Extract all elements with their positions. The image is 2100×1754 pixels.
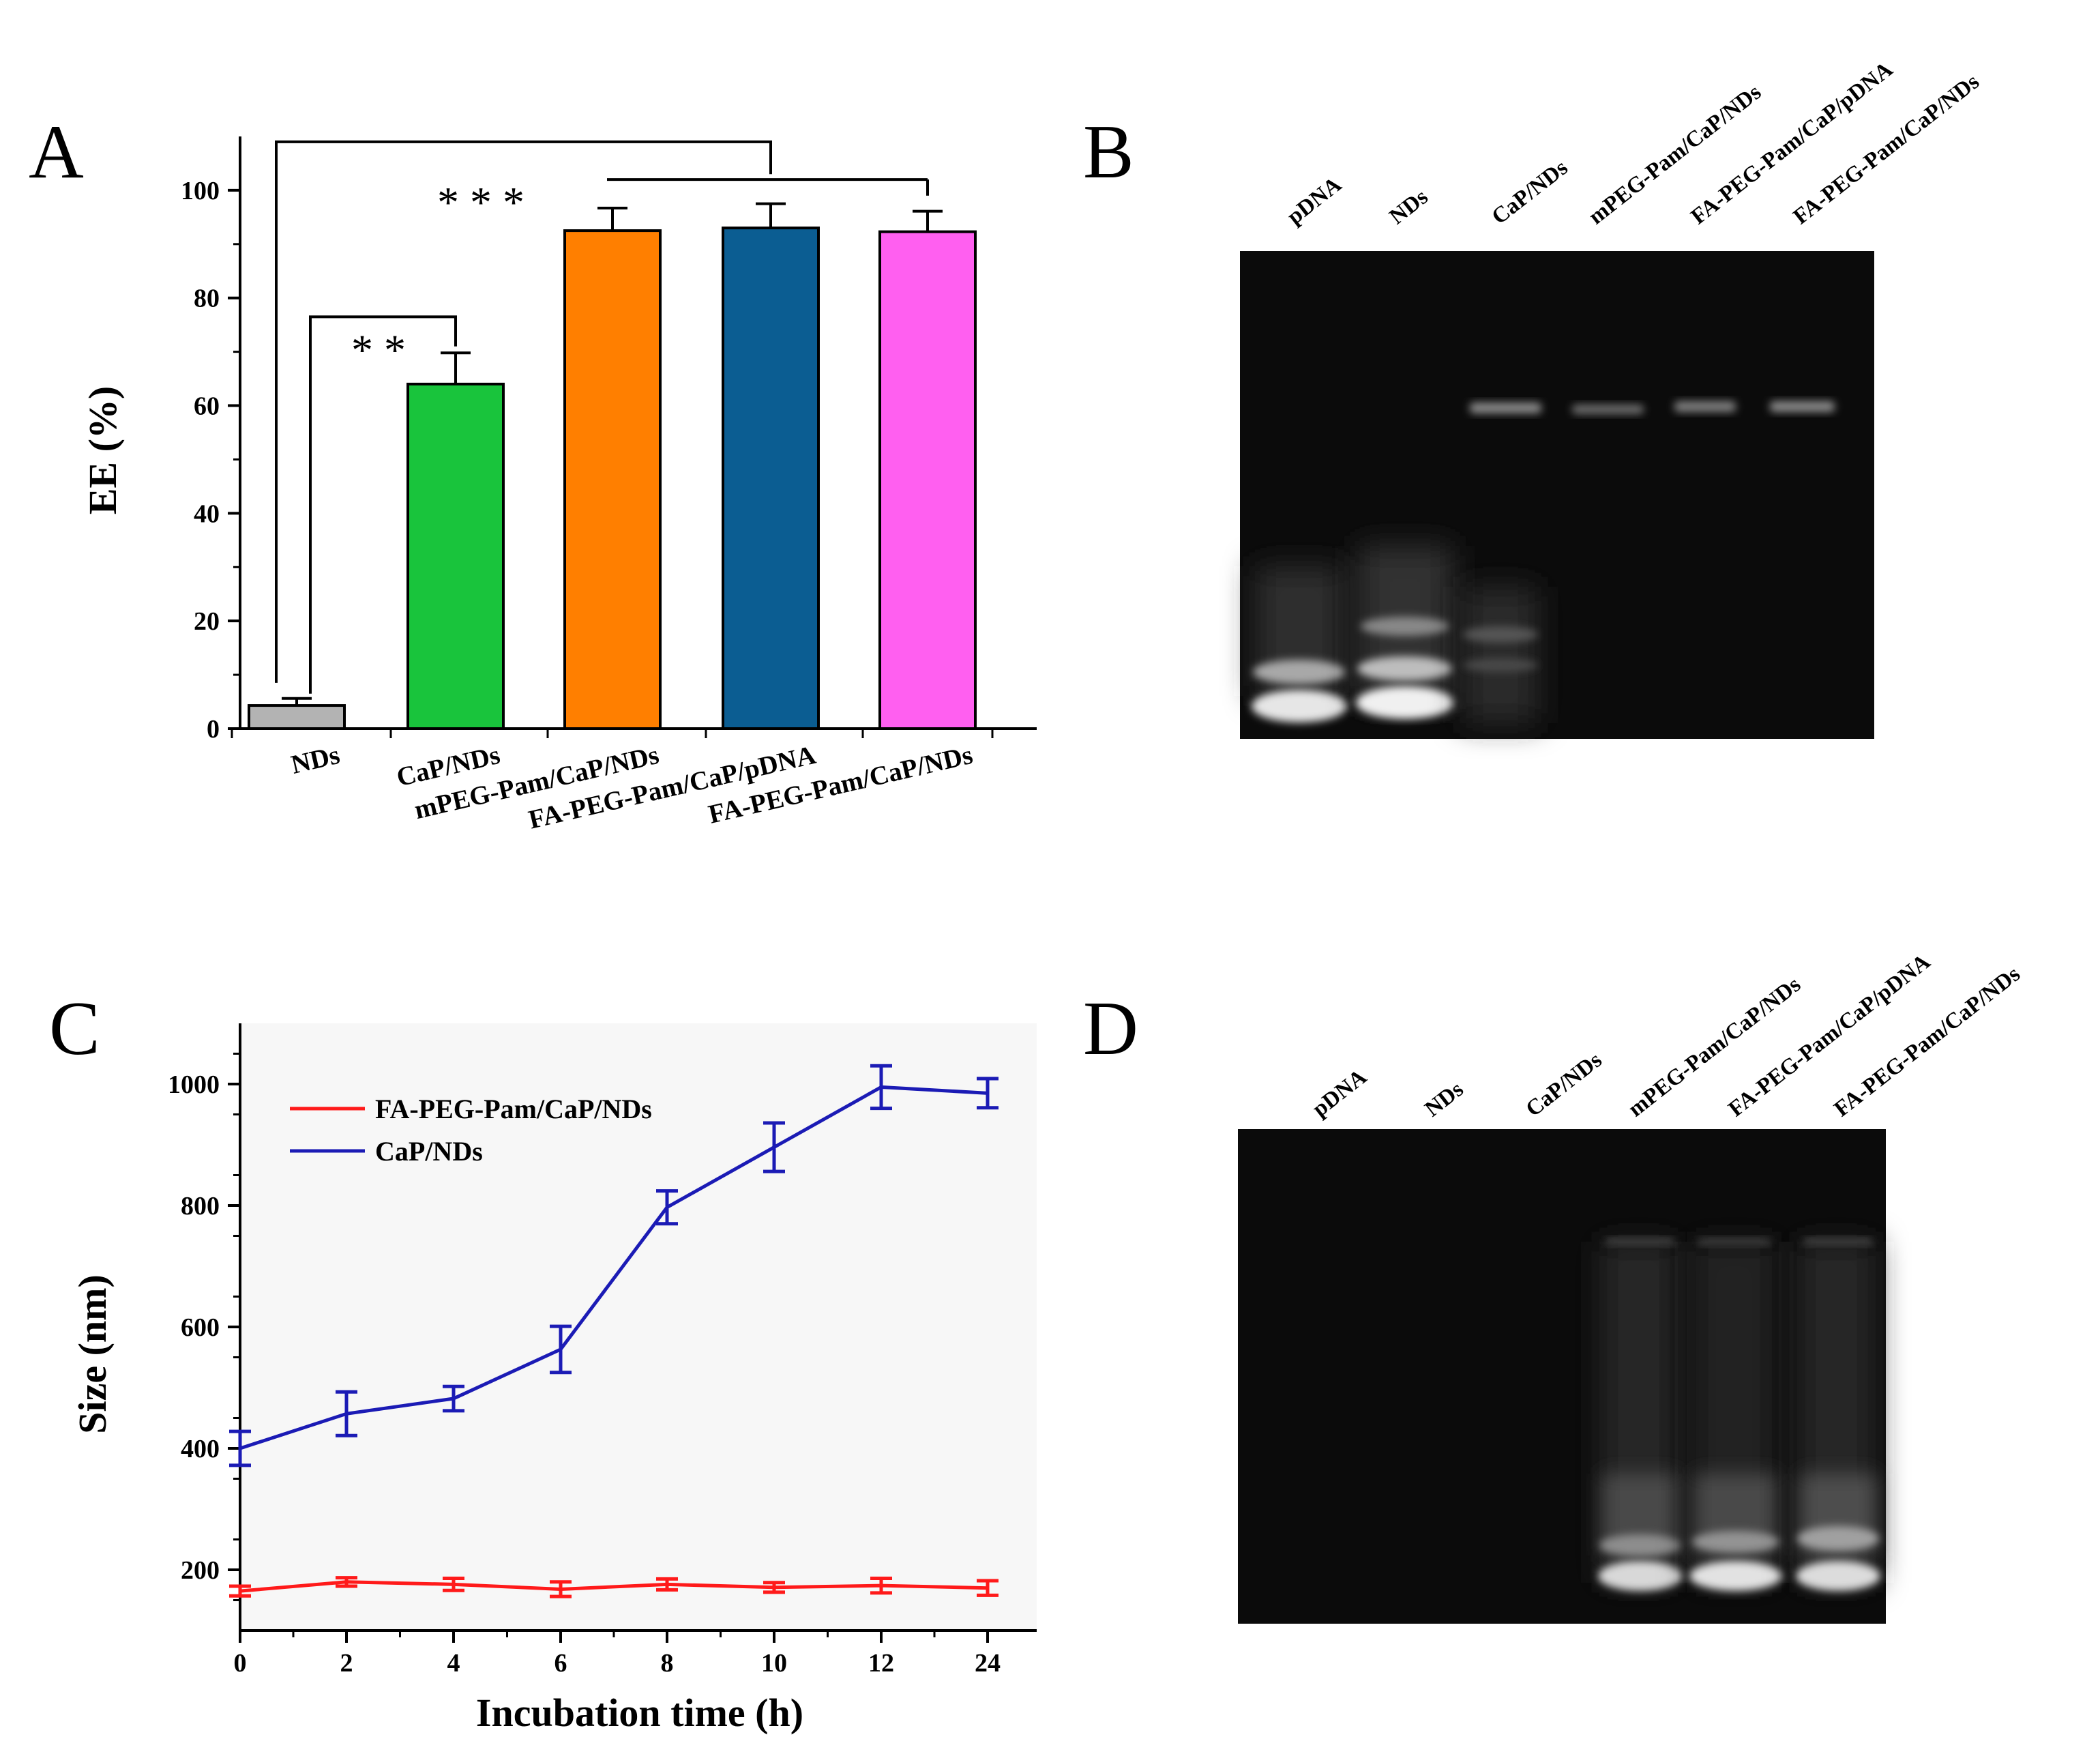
panel-c-legend: FA-PEG-Pam/CaP/NDs CaP/NDs: [290, 1094, 652, 1167]
legend-label: FA-PEG-Pam/CaP/NDs: [375, 1094, 652, 1124]
panel-a-bar-chart: A 0 20 40 60 80 100 * * * * * NDs CaP/NDsmPEG-P…: [29, 110, 1037, 835]
gel-d-lane-label: FA-PEG-Pam/CaP/NDs: [1830, 962, 2025, 1122]
significance-label: * * *: [437, 178, 524, 226]
panel-c-x-tick-label: 2: [340, 1649, 353, 1678]
gel-d-band: [1796, 1561, 1880, 1591]
gel-b-band: [1770, 401, 1835, 412]
panel-a-y-tick-label: 40: [194, 499, 220, 528]
significance-bracket: [309, 315, 457, 694]
gel-d-band: [1698, 1238, 1770, 1245]
significance-bracket: [275, 140, 772, 683]
gel-b-band: [1356, 686, 1454, 719]
gel-b-band: [1463, 626, 1538, 643]
gel-b-lane-label: NDs: [1385, 185, 1433, 230]
panel-c-y-axis-title: Size (nm): [70, 1274, 115, 1434]
gel-d-lane-labels: pDNA NDs CaP/NDs mPEG-Pam/CaP/NDsFA-PEG-Pam…: [1308, 950, 2025, 1122]
series-line: [239, 1580, 988, 1593]
gel-d-lane-label: CaP/NDs: [1522, 1048, 1607, 1122]
gel-b-band: [1361, 617, 1449, 636]
gel-b-band: [1357, 656, 1453, 681]
panel-c-x-tick-label: 12: [868, 1649, 894, 1678]
panel-c-x-tick-label: 8: [661, 1649, 674, 1678]
series-line: [239, 1085, 988, 1450]
bar: [722, 226, 820, 730]
panel-c-y-tick-label: 1000: [168, 1070, 220, 1099]
panel-c-x-tick-label: 24: [975, 1649, 1001, 1678]
gel-b-band: [1674, 401, 1736, 412]
bar: [563, 229, 662, 731]
gel-b-lane-label: pDNA: [1283, 173, 1346, 230]
gel-b-band: [1253, 660, 1346, 684]
panel-d-letter: D: [1083, 986, 1138, 1071]
panel-c-x-tick-label: 4: [447, 1649, 460, 1678]
panel-c-letter: C: [49, 986, 100, 1071]
panel-c-y-tick-label: 200: [181, 1556, 220, 1585]
panel-c-x-tick-label: 10: [761, 1649, 787, 1678]
bar: [406, 382, 505, 730]
gel-d-band: [1598, 1561, 1683, 1591]
gel-b-bands: [1252, 401, 1835, 723]
gel-b-band: [1463, 587, 1538, 723]
panel-a-y-tick-label: 60: [194, 392, 220, 421]
gel-d-band: [1689, 1561, 1782, 1591]
gel-d-band: [1606, 1238, 1674, 1245]
panel-a-category-labels: NDs CaP/NDsmPEG-Pam/CaP/NDsFA-PEG-Pam/CaP…: [289, 740, 975, 835]
panel-c-y-tick-label: 800: [181, 1192, 220, 1221]
panel-c-x-tick-label: 6: [554, 1649, 567, 1678]
panel-d-gel: D pDNA NDs CaP/NDs mPEG-Pam/CaP/NDsFA-PEG-P…: [1083, 950, 2025, 1624]
panel-a-y-tick-label: 80: [194, 284, 220, 313]
panel-a-y-axis-title: EE (%): [80, 386, 125, 515]
gel-d-band: [1797, 1526, 1879, 1551]
significance-label: * *: [351, 325, 406, 374]
gel-b-lane-label: FA-PEG-Pam/CaP/pDNA: [1687, 57, 1897, 230]
panel-a-significance: * * * * *: [275, 140, 929, 694]
gel-d-lane-label: mPEG-Pam/CaP/NDs: [1624, 972, 1805, 1122]
gel-b-lane-label: FA-PEG-Pam/CaP/NDs: [1789, 70, 1984, 230]
gel-d-band: [1599, 1534, 1681, 1556]
panel-c-y-tick-label: 600: [181, 1313, 220, 1342]
panel-b-letter: B: [1083, 110, 1134, 194]
panel-a-y-tick-label: 20: [194, 607, 220, 636]
panel-c-y-tick-label: 400: [181, 1435, 220, 1463]
panel-a-y-tick-label: 0: [207, 715, 220, 744]
panel-a-y-tick-label: 100: [181, 177, 220, 205]
panel-a-letter: A: [29, 110, 84, 194]
bar: [878, 230, 977, 731]
panel-b-gel: B pDNA NDs CaP/NDs mPEG-Pam/CaP/NDsFA-PEG-P…: [1083, 57, 1984, 739]
gel-b-band: [1572, 405, 1644, 414]
gel-b-band: [1470, 403, 1541, 413]
gel-d-lane-label: pDNA: [1308, 1065, 1372, 1122]
bar: [248, 704, 346, 730]
gel-b-band: [1252, 690, 1347, 722]
panel-a-bars: [248, 202, 977, 731]
legend-label: CaP/NDs: [375, 1136, 483, 1167]
gel-d-image: [1238, 1129, 1886, 1624]
gel-b-lane-label: CaP/NDs: [1488, 156, 1573, 230]
panel-c-plot-background: [240, 1023, 1037, 1631]
gel-d-band: [1692, 1531, 1779, 1553]
gel-b-lane-label: mPEG-Pam/CaP/NDs: [1584, 80, 1766, 229]
panel-c-series: [229, 1064, 999, 1598]
panel-a-axes: 0 20 40 60 80 100: [181, 136, 1037, 744]
gel-d-band: [1804, 1238, 1872, 1245]
category-label: NDs: [289, 740, 342, 780]
gel-d-bands: [1598, 1238, 1880, 1591]
panel-c-x-axis-title: Incubation time (h): [476, 1691, 803, 1735]
gel-d-lane-label: NDs: [1421, 1077, 1468, 1122]
panel-c-x-tick-label: 0: [234, 1649, 247, 1678]
gel-d-lane-label: FA-PEG-Pam/CaP/pDNA: [1724, 950, 1935, 1122]
gel-b-band: [1463, 658, 1538, 672]
gel-b-lane-labels: pDNA NDs CaP/NDs mPEG-Pam/CaP/NDsFA-PEG-Pam…: [1283, 57, 1984, 230]
gel-b-image: [1240, 251, 1874, 739]
